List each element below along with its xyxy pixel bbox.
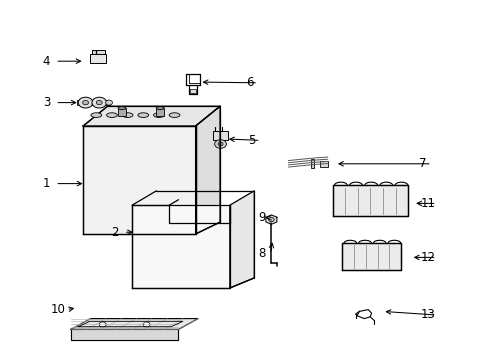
Bar (90, 54, 106, 63)
Polygon shape (83, 126, 195, 234)
Polygon shape (265, 215, 276, 224)
Text: 2: 2 (111, 226, 119, 239)
Text: 9: 9 (257, 211, 265, 224)
Circle shape (92, 97, 106, 108)
Polygon shape (229, 191, 254, 288)
Ellipse shape (106, 113, 117, 117)
Ellipse shape (169, 113, 180, 117)
Circle shape (78, 97, 93, 108)
Ellipse shape (153, 113, 164, 117)
Bar (310, 159, 314, 168)
Circle shape (96, 100, 102, 105)
Ellipse shape (122, 113, 133, 117)
Text: 3: 3 (42, 96, 50, 109)
Text: 5: 5 (247, 134, 255, 147)
Ellipse shape (156, 107, 164, 110)
Circle shape (268, 217, 274, 222)
Bar (190, 89, 195, 93)
Polygon shape (132, 205, 229, 288)
Text: 8: 8 (257, 247, 265, 260)
Text: 6: 6 (245, 76, 253, 89)
Polygon shape (71, 319, 198, 329)
Bar (92, 50, 104, 54)
Text: 11: 11 (420, 197, 434, 210)
Text: 13: 13 (420, 309, 434, 321)
Polygon shape (195, 106, 220, 234)
Polygon shape (332, 185, 407, 216)
Polygon shape (342, 243, 400, 270)
Text: 4: 4 (42, 55, 50, 68)
Circle shape (105, 100, 112, 105)
Circle shape (218, 142, 223, 146)
Ellipse shape (118, 107, 125, 110)
Circle shape (214, 140, 226, 148)
Text: 10: 10 (50, 303, 65, 316)
Polygon shape (71, 329, 178, 340)
Ellipse shape (91, 113, 102, 117)
Circle shape (99, 322, 106, 327)
Text: 12: 12 (420, 251, 434, 264)
Bar (156, 108, 164, 116)
Bar (118, 108, 125, 116)
Ellipse shape (138, 113, 148, 117)
Bar (212, 131, 228, 140)
Text: 7: 7 (418, 157, 426, 170)
Bar (77, 100, 110, 105)
Circle shape (82, 100, 88, 105)
Text: 1: 1 (42, 177, 50, 190)
Circle shape (143, 322, 150, 327)
Polygon shape (83, 106, 220, 126)
Bar (320, 161, 327, 167)
